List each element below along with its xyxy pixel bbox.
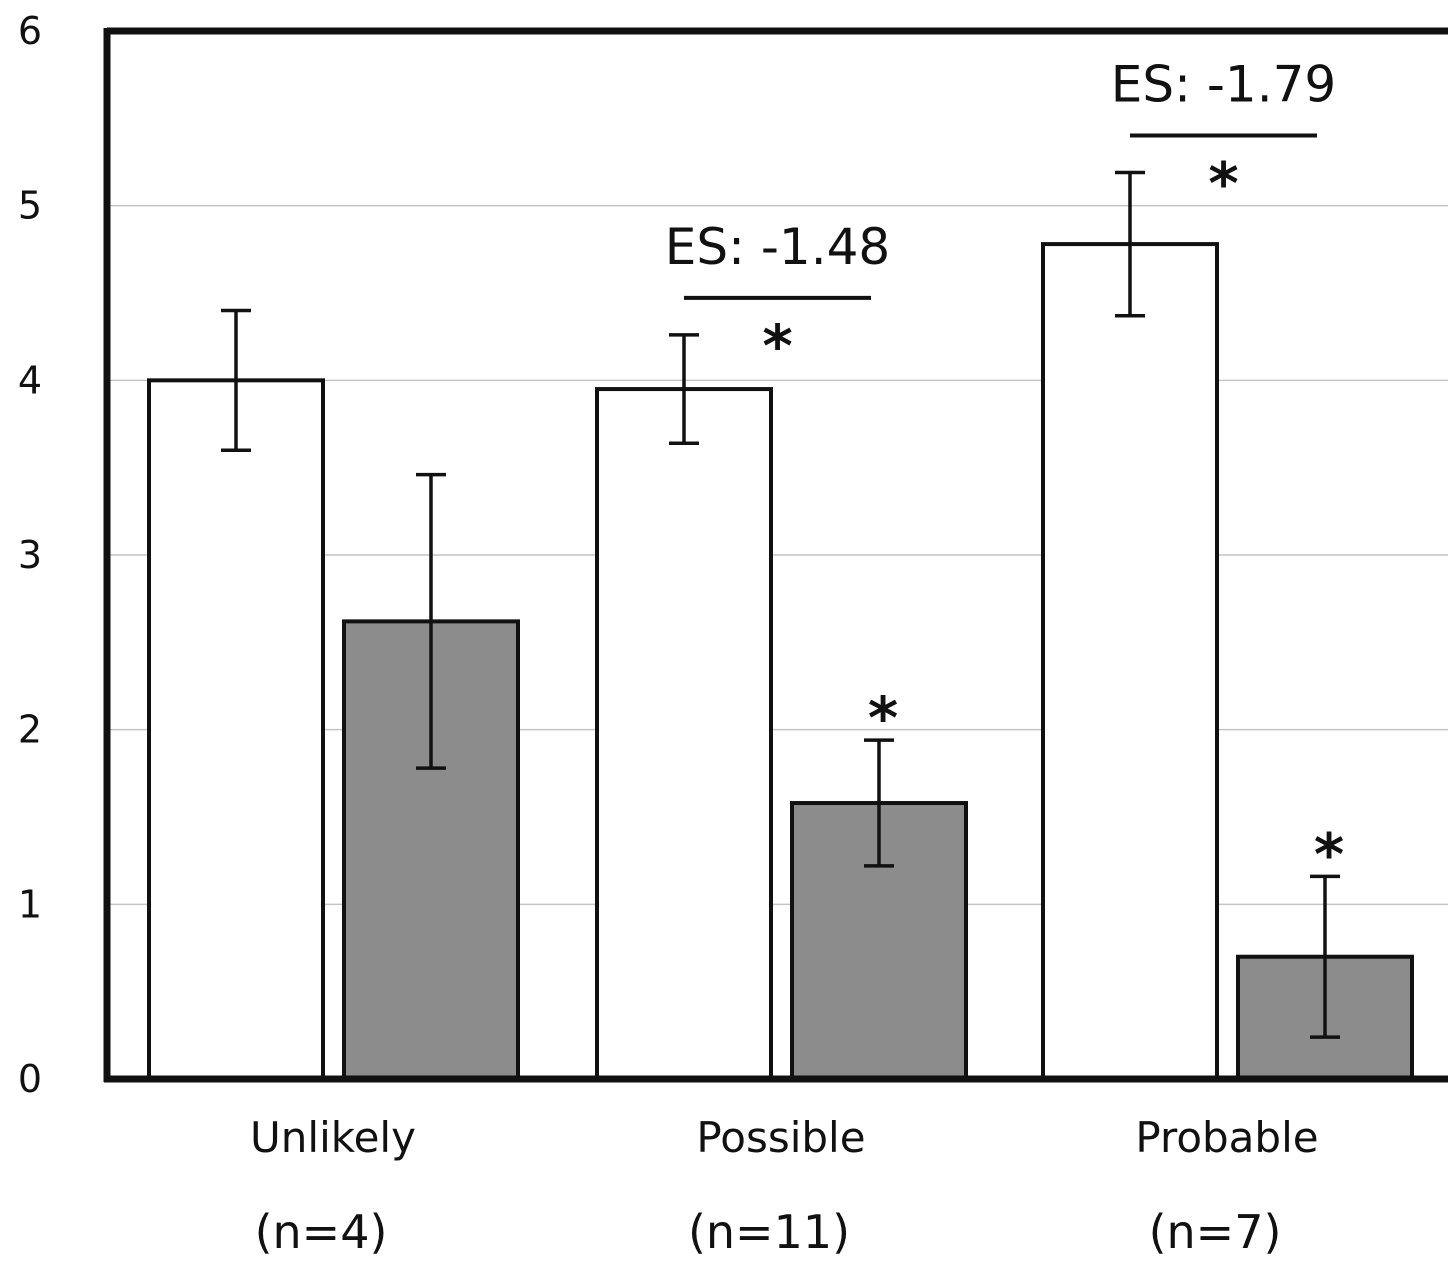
y-tick-label-1: 1: [18, 882, 42, 926]
annotations: ES: -1.48 * ES: -1.79 * * *: [665, 55, 1344, 888]
n-label-unlikely: (n=4): [255, 1205, 388, 1259]
bar-series1-possible: [595, 387, 773, 1082]
error-bar-series2-possible: [864, 738, 894, 868]
y-tick-label-3: 3: [18, 533, 42, 577]
x-tick-label-possible: Possible: [696, 1113, 865, 1162]
error-bar-series2-unlikely: [416, 472, 446, 770]
y-tick-label-5: 5: [18, 184, 42, 228]
y-tick-label-0: 0: [18, 1057, 42, 1101]
es-star-probable: *: [1208, 149, 1238, 217]
error-bar-series1-unlikely: [221, 308, 251, 452]
error-bar-series2-probable: [1310, 874, 1340, 1039]
axes: [103, 27, 1448, 1083]
n-label-possible: (n=11): [688, 1205, 850, 1259]
y-tick-label-2: 2: [18, 708, 42, 752]
error-bars: [221, 170, 1340, 1039]
series2-star-probable: *: [1314, 820, 1344, 888]
series2-star-possible: *: [868, 684, 898, 752]
gridlines: [107, 204, 1448, 906]
bar-series1-probable: [1041, 242, 1219, 1082]
y-tick-label-6: 6: [18, 9, 42, 53]
bars: [147, 242, 1414, 1082]
error-bar-series1-probable: [1115, 170, 1145, 318]
es-label-possible: ES: -1.48: [665, 218, 890, 276]
x-tick-label-probable: Probable: [1135, 1113, 1318, 1162]
es-star-possible: *: [762, 312, 792, 380]
error-bar-series1-possible: [669, 333, 699, 445]
es-label-probable: ES: -1.79: [1111, 55, 1336, 113]
n-label-probable: (n=7): [1149, 1205, 1282, 1259]
bar-series1-unlikely: [147, 378, 325, 1082]
x-tick-label-unlikely: Unlikely: [250, 1113, 416, 1162]
y-tick-label-4: 4: [18, 358, 42, 402]
axis-labels: 0 1 2 3 4 5 6 Unlikely (n=4) Possible (n=11) Probab…: [18, 9, 1319, 1259]
